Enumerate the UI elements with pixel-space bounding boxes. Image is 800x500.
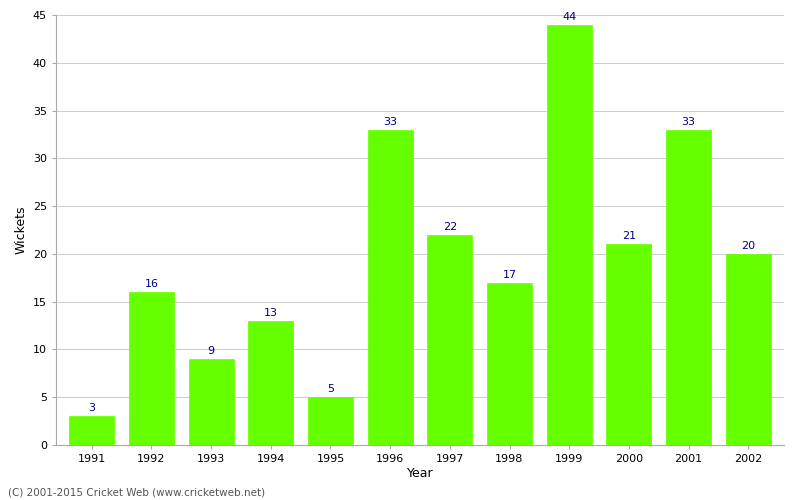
Bar — [666, 130, 711, 445]
Bar — [308, 397, 353, 445]
Text: 3: 3 — [88, 404, 95, 413]
Bar — [606, 244, 651, 445]
Bar — [368, 130, 413, 445]
X-axis label: Year: Year — [406, 467, 434, 480]
Bar — [427, 235, 472, 445]
Bar — [547, 24, 591, 445]
Bar — [129, 292, 174, 445]
Bar — [726, 254, 770, 445]
Bar — [70, 416, 114, 445]
Text: 21: 21 — [622, 232, 636, 241]
Text: 13: 13 — [264, 308, 278, 318]
Text: 5: 5 — [327, 384, 334, 394]
Text: 44: 44 — [562, 12, 576, 22]
Text: 33: 33 — [383, 117, 397, 127]
Bar — [487, 282, 532, 445]
Text: 17: 17 — [502, 270, 517, 280]
Y-axis label: Wickets: Wickets — [14, 206, 27, 254]
Text: 16: 16 — [145, 279, 158, 289]
Text: 22: 22 — [442, 222, 457, 232]
Text: 33: 33 — [682, 117, 695, 127]
Text: 9: 9 — [207, 346, 214, 356]
Text: (C) 2001-2015 Cricket Web (www.cricketweb.net): (C) 2001-2015 Cricket Web (www.cricketwe… — [8, 488, 265, 498]
Text: 20: 20 — [741, 241, 755, 251]
Bar — [249, 321, 293, 445]
Bar — [189, 359, 234, 445]
